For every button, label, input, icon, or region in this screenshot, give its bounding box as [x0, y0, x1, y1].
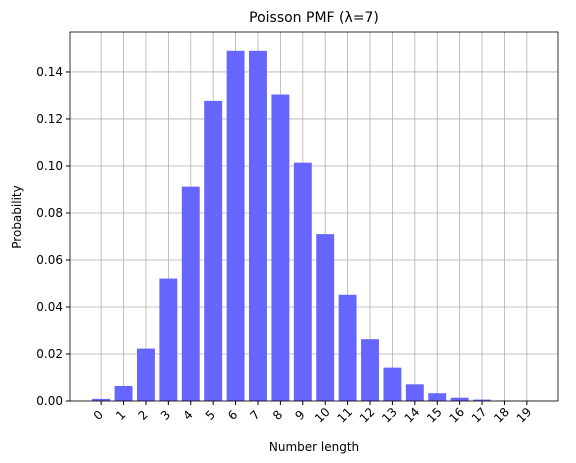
x-tick-label: 8 — [270, 408, 285, 423]
bar — [383, 367, 402, 401]
chart-title: Poisson PMF (λ=7) — [249, 10, 379, 26]
bar — [338, 294, 357, 401]
y-tick-label: 0.02 — [36, 347, 63, 361]
bar — [405, 384, 424, 401]
bar — [249, 50, 267, 401]
y-tick-label: 0.14 — [36, 65, 63, 79]
y-tick-label: 0.06 — [36, 253, 63, 267]
x-tick-label: 18 — [491, 405, 512, 426]
x-tick-label: 5 — [203, 408, 218, 423]
x-tick-label: 6 — [225, 408, 240, 423]
x-tick-label: 10 — [312, 405, 333, 426]
x-tick-label: 1 — [113, 408, 128, 423]
x-tick-label: 14 — [402, 405, 423, 426]
x-tick-label: 0 — [91, 408, 106, 423]
x-tick-label: 3 — [158, 408, 173, 423]
bar — [293, 162, 312, 401]
bar — [473, 399, 492, 401]
y-tick-label: 0.08 — [36, 206, 63, 220]
x-tick-label: 2 — [135, 408, 150, 423]
x-tick-label: 19 — [514, 405, 535, 426]
x-tick-label: 4 — [180, 408, 195, 423]
x-tick-label: 9 — [292, 408, 307, 423]
y-tick-label: 0.12 — [36, 112, 63, 126]
bar — [361, 339, 379, 401]
x-tick-label: 12 — [357, 405, 378, 426]
x-tick-label: 15 — [424, 405, 445, 426]
y-axis-label: Probability — [10, 185, 24, 248]
y-tick-label: 0.00 — [36, 394, 63, 408]
bar — [271, 94, 290, 402]
x-tick-label: 11 — [334, 405, 355, 426]
bar — [428, 393, 447, 401]
x-tick-label: 13 — [379, 405, 400, 426]
bar — [316, 234, 335, 401]
plot-frame — [69, 31, 559, 402]
x-axis-label: Number length — [269, 440, 359, 454]
bar — [159, 278, 178, 401]
x-tick-label: 16 — [446, 405, 467, 426]
bar — [204, 100, 223, 402]
bar — [92, 398, 111, 401]
bar — [226, 50, 245, 401]
x-tick-label: 17 — [469, 405, 490, 426]
bar — [114, 385, 133, 401]
y-tick-label: 0.10 — [36, 159, 63, 173]
y-tick-label: 0.04 — [36, 300, 63, 314]
bar — [450, 397, 469, 401]
x-tick-label: 7 — [248, 408, 263, 423]
bar — [136, 348, 155, 401]
bar — [181, 186, 200, 401]
